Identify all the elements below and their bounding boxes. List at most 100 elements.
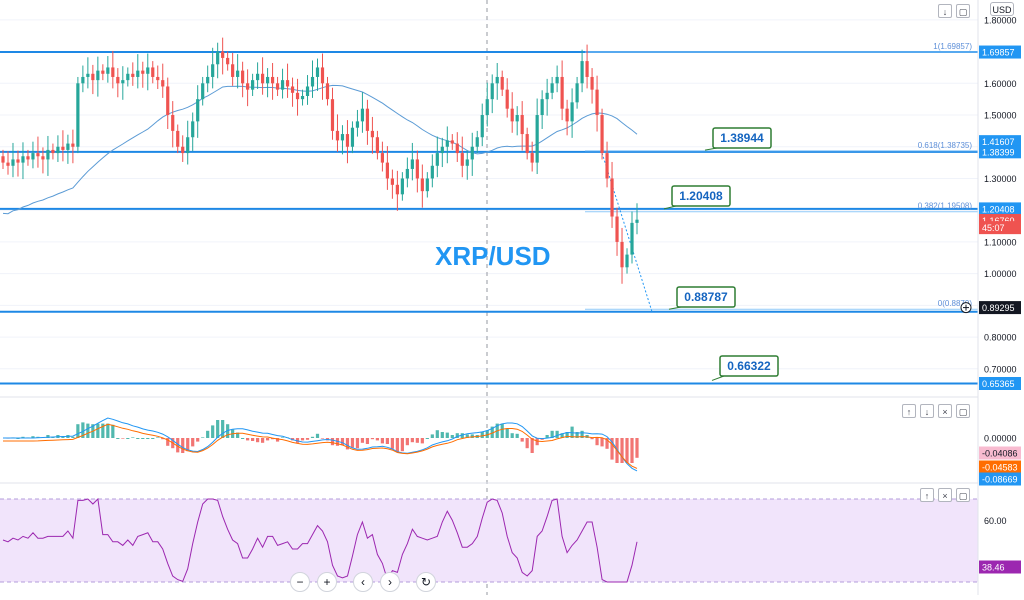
macd-histogram-bar — [116, 438, 120, 439]
candle-body — [16, 159, 20, 163]
candle-body — [370, 130, 375, 138]
macd-tick-label: 0.00000 — [984, 434, 1017, 444]
macd-histogram-bar — [395, 438, 399, 452]
candle-body — [300, 95, 305, 100]
candle-layer — [1, 37, 639, 284]
macd-histogram-bar — [61, 436, 65, 438]
scroll-left-button[interactable]: ‹ — [353, 572, 373, 592]
macd-histogram-bar — [405, 438, 409, 446]
candle-body — [61, 146, 65, 150]
macd-maximize-icon[interactable]: ▢ — [956, 404, 970, 418]
rsi-pane — [0, 497, 978, 583]
candle-body — [46, 149, 50, 160]
zoom-out-button[interactable]: − — [290, 572, 310, 592]
rsi-move-up-icon[interactable]: ↑ — [920, 488, 934, 502]
price-badge-label: 0.89295 — [982, 303, 1015, 313]
candle-body — [310, 76, 315, 87]
zoom-in-button[interactable]: + — [317, 572, 337, 592]
collapse-down-icon[interactable]: ↓ — [938, 4, 952, 18]
candle-body — [320, 67, 325, 84]
candle-body — [590, 76, 594, 90]
candle-body — [141, 70, 145, 74]
price-badge — [979, 301, 1021, 315]
candle-body — [565, 108, 569, 122]
macd-histogram-bar — [21, 436, 25, 438]
macd-histogram-bar — [101, 423, 105, 438]
macd-histogram-bar — [530, 438, 534, 453]
candle-body — [91, 73, 95, 81]
candle-body — [430, 165, 434, 179]
reset-chart-button[interactable]: ↻ — [416, 572, 436, 592]
candle-body — [435, 153, 439, 166]
price-badge — [979, 376, 1021, 390]
candle-body — [335, 130, 340, 141]
candle-body — [455, 143, 459, 154]
macd-histogram-bar — [610, 438, 614, 460]
macd-histogram-bar — [96, 423, 100, 438]
candle-body — [550, 83, 554, 93]
macd-move-down-icon[interactable]: ↓ — [920, 404, 934, 418]
candle-body — [31, 153, 35, 160]
macd-histogram-bar — [560, 433, 564, 438]
price-badge — [979, 45, 1021, 59]
macd-histogram-bar — [590, 438, 594, 440]
macd-histogram-bar — [625, 438, 629, 463]
candle-body — [111, 67, 115, 77]
macd-histogram-bar — [176, 438, 180, 453]
macd-histogram-bar — [236, 432, 240, 438]
callout-label: 0.88787 — [684, 290, 728, 304]
callout-label: 1.38944 — [720, 131, 764, 145]
candle-body — [151, 67, 155, 77]
macd-close-icon[interactable]: × — [938, 404, 952, 418]
callout-layer: 1.38944 1.20408 0.88787 0.66322 — [663, 127, 779, 381]
maximize-icon[interactable]: ▢ — [956, 4, 970, 18]
macd-histogram-bar — [126, 438, 130, 439]
candle-body — [285, 80, 290, 87]
candle-body — [395, 184, 399, 195]
price-badge — [979, 135, 1021, 149]
macd-histogram-bar — [450, 435, 454, 438]
macd-histogram-bar — [375, 438, 380, 441]
candle-body — [275, 83, 280, 90]
candle-body — [136, 70, 140, 77]
fib-level-label: 0.382(1.19508) — [918, 202, 973, 211]
price-tick-label: 0.80000 — [984, 333, 1017, 343]
candle-body — [270, 76, 275, 84]
moving-average-line — [2, 84, 638, 215]
rsi-maximize-icon[interactable]: ▢ — [956, 488, 970, 502]
callout-label: 0.66322 — [727, 359, 771, 373]
macd-move-up-icon[interactable]: ↑ — [902, 404, 916, 418]
fib-level-label: 0(0.8879) — [938, 299, 973, 308]
macd-histogram-bar — [410, 438, 414, 443]
macd-histogram-bar — [415, 438, 419, 443]
chart-title: XRP/USD — [435, 241, 551, 271]
candle-body — [375, 137, 380, 154]
candle-body — [96, 70, 100, 81]
candle-body — [186, 137, 190, 154]
candle-body — [21, 156, 25, 163]
rsi-badge — [979, 560, 1021, 574]
candle-body — [216, 51, 220, 65]
candle-body — [405, 168, 409, 179]
candle-body — [390, 178, 394, 185]
candle-body — [505, 89, 509, 109]
candle-body — [156, 76, 160, 81]
candle-body — [41, 156, 45, 160]
scroll-right-button[interactable]: › — [380, 572, 400, 592]
price-badge-label: 1.20408 — [982, 204, 1015, 214]
macd-histogram-bar — [196, 438, 200, 442]
candle-body — [330, 99, 335, 131]
candle-body — [146, 67, 150, 74]
macd-histogram-bar — [505, 428, 509, 438]
macd-histogram-bar — [280, 437, 285, 438]
macd-histogram-bar — [365, 438, 370, 444]
candle-body — [315, 67, 320, 77]
candle-body — [76, 83, 80, 147]
rsi-close-icon[interactable]: × — [938, 488, 952, 502]
candle-body — [555, 76, 559, 84]
macd-line — [3, 417, 638, 472]
rsi-line — [2, 497, 638, 583]
candle-body — [520, 115, 524, 135]
macd-histogram-bar — [485, 430, 489, 438]
